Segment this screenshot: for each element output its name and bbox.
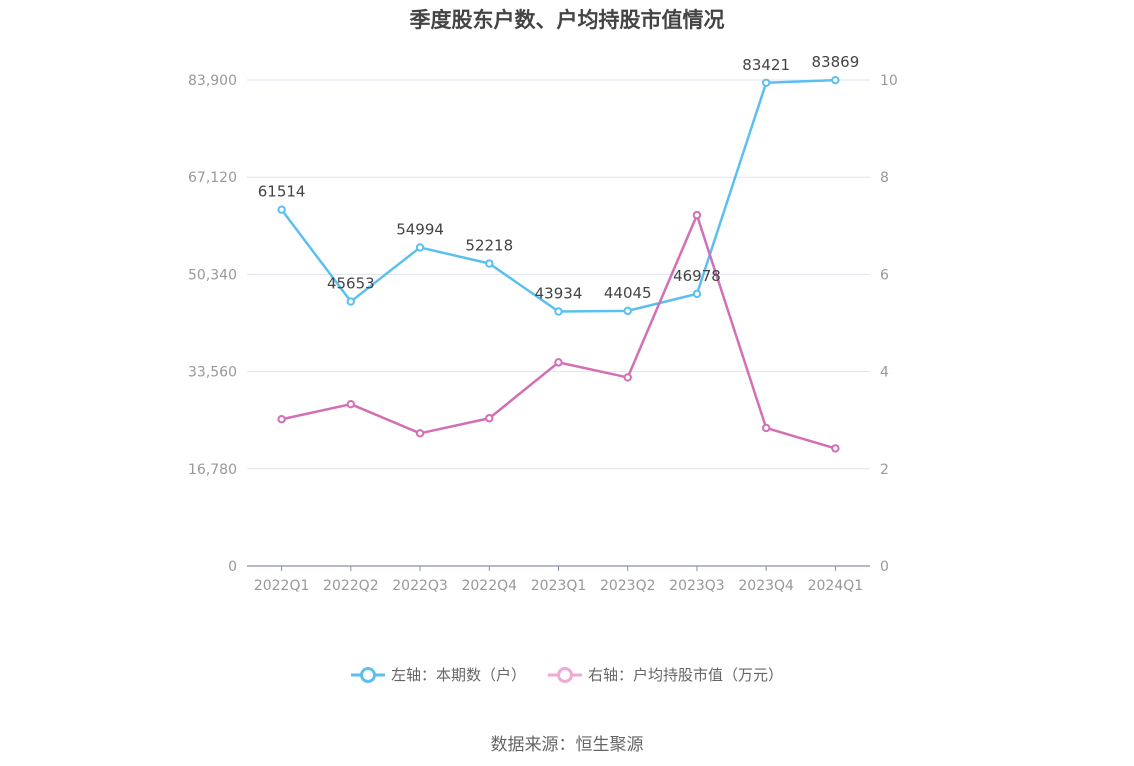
data-point-left [623,306,632,316]
left-axis-tick-label: 16,780 [188,462,237,478]
legend-item-right-series[interactable]: 右轴：户均持股市值（万元） [548,664,783,685]
left-axis-tick-label: 33,560 [188,365,237,381]
data-point-right [623,373,632,382]
data-label: 46978 [673,267,721,285]
x-axis-tick-label: 2023Q3 [669,578,725,594]
x-axis-tick-label: 2023Q2 [600,578,656,594]
x-axis-tick-label: 2023Q1 [531,578,587,594]
x-axis-tick-label: 2022Q3 [392,578,448,594]
right-axis-tick-label: 8 [880,170,889,186]
data-label: 43934 [535,285,583,303]
legend-line-circle-icon [350,666,385,683]
x-axis-tick-label: 2022Q1 [254,578,310,594]
left-axis-tick-label: 83,900 [188,73,237,89]
data-point-left [831,75,840,85]
data-point-left [761,78,771,87]
grid-lines [247,79,870,470]
legend-label-right-series: 右轴：户均持股市值（万元） [588,666,784,684]
axes: 0 16,780 33,560 50,340 67,120 83,900 0 2 4 6 8 10 20… [188,73,898,594]
data-point-right [554,358,563,367]
data-label: 52218 [465,237,513,255]
data-point-right [831,444,840,453]
x-axis-tick-label: 2022Q4 [461,578,517,594]
x-axis-tick-label: 2022Q2 [323,578,379,594]
legend-line-circle-icon [548,666,582,683]
chart-title: 季度股东户数、户均持股市值情况 [409,8,725,32]
left-axis-tick-label: 0 [228,559,237,575]
data-point-left [415,243,425,252]
data-label: 54994 [396,220,444,238]
data-label: 45653 [327,275,375,293]
data-point-left [346,297,356,306]
data-point-right [692,210,702,220]
data-point-right [415,429,425,438]
data-point-left [277,205,286,214]
x-axis-tick-label: 2023Q4 [738,578,794,594]
x-axis-tick-label: 2024Q1 [808,578,864,594]
data-label: 61514 [258,183,306,201]
series-lines [277,75,840,453]
data-source-note: 数据来源：恒生聚源 [490,735,644,755]
data-labels: 61514 45653 54994 52218 43934 44045 46978 83421… [258,53,859,302]
right-axis-tick-label: 0 [880,559,889,575]
legend-label-left-series: 左轴：本期数（户） [390,666,526,684]
left-axis-tick-label: 67,120 [188,170,237,186]
data-point-left [485,259,494,268]
data-label: 44045 [604,284,652,302]
right-axis-tick-label: 2 [880,462,889,478]
legend-item-left-series[interactable]: 左轴：本期数（户） [350,664,526,685]
data-label: 83421 [742,56,790,74]
data-point-right [485,414,494,423]
data-point-right [761,423,771,433]
right-axis-tick-label: 4 [880,365,889,381]
right-axis-tick-label: 10 [880,73,898,89]
left-axis-tick-label: 50,340 [188,267,237,283]
data-label: 83869 [812,53,860,71]
right-axis-tick-label: 6 [880,267,889,283]
data-point-left [692,289,702,299]
data-point-left [554,307,563,316]
legend: 左轴：本期数（户） 右轴：户均持股市值（万元） [0,664,1134,685]
data-point-right [346,399,356,409]
series-line-right [281,213,836,450]
data-point-right [277,415,286,424]
